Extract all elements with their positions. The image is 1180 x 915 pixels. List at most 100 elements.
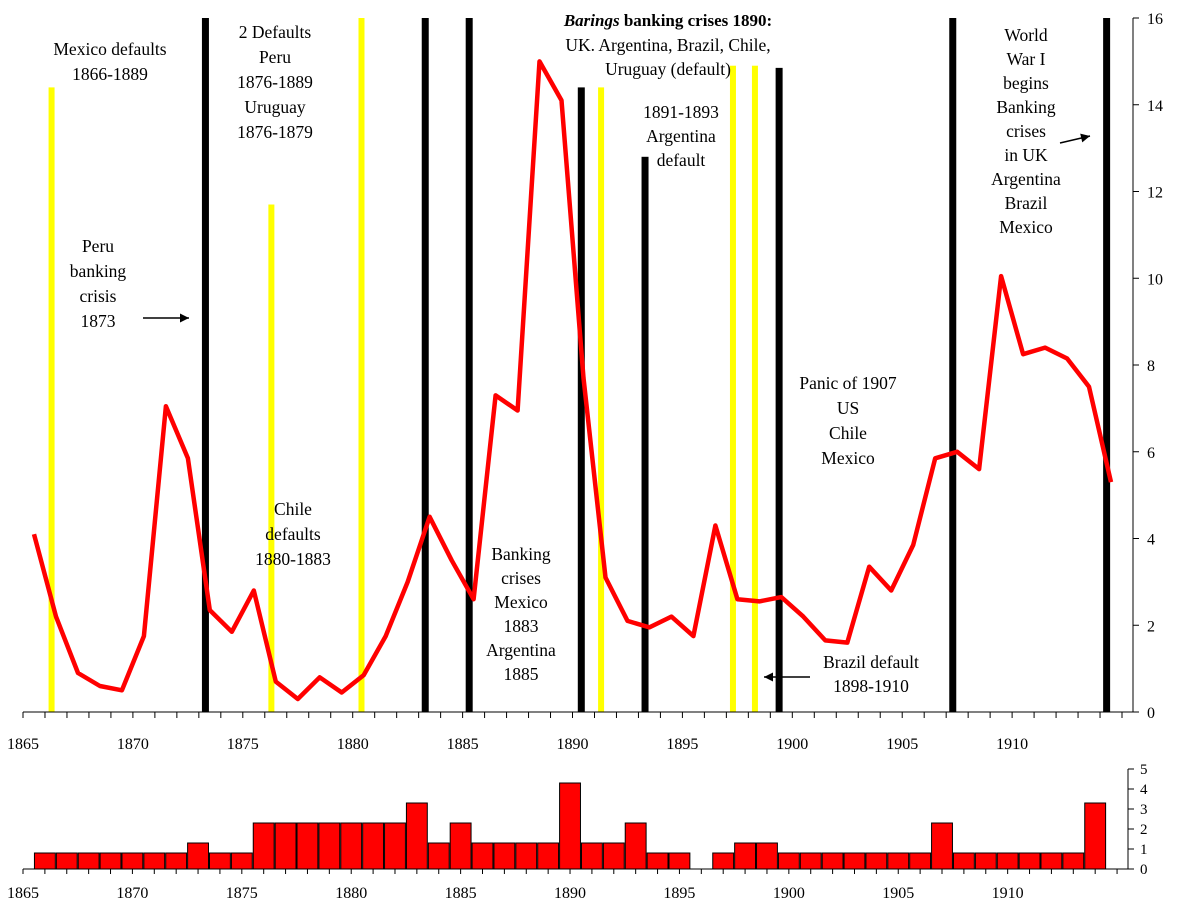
annotation-5: Barings banking crises 1890: UK. Argentin… bbox=[563, 11, 772, 79]
annotation-line: War I bbox=[1007, 49, 1046, 69]
annotation-line: US bbox=[837, 398, 859, 418]
count-bar bbox=[887, 852, 910, 870]
annotation-line: 1885 bbox=[504, 664, 539, 684]
black-event-bar-2 bbox=[465, 18, 473, 712]
bottom-x-tick-label: 1900 bbox=[773, 885, 805, 902]
count-bar bbox=[471, 842, 494, 870]
bottom-y-tick-label: 2 bbox=[1140, 822, 1148, 838]
annotation-line: Chile bbox=[274, 499, 312, 519]
count-bar bbox=[931, 822, 953, 870]
annotation-line: 1883 bbox=[504, 616, 539, 636]
annotation-line: Brazil default bbox=[823, 652, 919, 672]
top-y-tick-label: 14 bbox=[1147, 98, 1163, 115]
count-bar bbox=[77, 852, 100, 870]
black-event-bar-5 bbox=[775, 67, 783, 713]
yellow-event-bar-4 bbox=[729, 65, 736, 712]
top-x-tick-label: 1865 bbox=[7, 736, 39, 753]
top-y-tick-label: 10 bbox=[1147, 271, 1163, 288]
count-bar bbox=[646, 852, 669, 870]
annotation-line: Peru bbox=[82, 236, 114, 256]
annotation-line: default bbox=[657, 150, 706, 170]
count-bar bbox=[602, 842, 625, 870]
count-bar bbox=[274, 822, 297, 870]
annotation-line: Uruguay bbox=[244, 97, 305, 117]
count-bar bbox=[909, 852, 932, 870]
top-y-tick-label: 16 bbox=[1147, 11, 1163, 28]
count-bar bbox=[143, 852, 166, 870]
count-bar bbox=[165, 852, 188, 870]
count-bar bbox=[712, 852, 735, 870]
top-y-tick-label: 0 bbox=[1147, 705, 1155, 722]
annotation-3: Chile defaults 1880-1883 bbox=[255, 499, 331, 569]
count-bar bbox=[559, 782, 581, 870]
annotation-heading-italic: Barings bbox=[563, 11, 620, 30]
red-line-series bbox=[31, 59, 1114, 702]
annotation-0: Mexico defaults 1866-1889 bbox=[53, 39, 166, 84]
count-bar bbox=[252, 822, 275, 870]
count-bar bbox=[99, 852, 122, 870]
annotation-1: 2 Defaults Peru 1876-1889 Uruguay 1876-1879 bbox=[237, 22, 313, 142]
black-event-bar-7 bbox=[1103, 18, 1111, 712]
count-bar bbox=[384, 822, 406, 870]
count-bar bbox=[340, 822, 363, 870]
annotation-heading-bold: banking crises 1890: bbox=[620, 11, 773, 30]
annotation-6: 1891-1893 Argentina default bbox=[643, 102, 719, 170]
annotation-line: UK. Argentina, Brazil, Chile, bbox=[565, 35, 770, 55]
black-event-bar-4 bbox=[641, 156, 649, 713]
bottom-y-tick-label: 0 bbox=[1140, 862, 1148, 878]
count-bar bbox=[362, 822, 385, 870]
count-bar bbox=[405, 802, 428, 870]
bottom-x-tick-label: 1880 bbox=[335, 885, 367, 902]
count-bar bbox=[493, 842, 516, 870]
count-bar bbox=[821, 852, 844, 870]
bottom-y-tick-label: 1 bbox=[1140, 842, 1148, 858]
annotation-line: 1891-1893 bbox=[643, 102, 719, 122]
annotation-line: Mexico bbox=[821, 448, 875, 468]
top-y-tick-label: 6 bbox=[1147, 445, 1155, 462]
top-x-tick-label: 1875 bbox=[227, 736, 259, 753]
annotation-line: 1866-1889 bbox=[72, 64, 148, 84]
count-bar bbox=[449, 822, 472, 870]
bottom-x-tick-label: 1870 bbox=[116, 885, 148, 902]
annotation-line: Chile bbox=[829, 423, 867, 443]
count-bar bbox=[230, 852, 253, 870]
top-x-tick-label: 1880 bbox=[337, 736, 369, 753]
count-bar bbox=[843, 852, 866, 870]
bottom-x-tick-label: 1885 bbox=[445, 885, 477, 902]
count-bar bbox=[318, 822, 341, 870]
yellow-event-bar-5 bbox=[751, 65, 758, 712]
top-x-tick-label: 1905 bbox=[886, 736, 918, 753]
count-bar bbox=[1018, 852, 1041, 870]
black-event-bar-1 bbox=[421, 18, 429, 712]
count-bar bbox=[296, 822, 319, 870]
annotation-line: defaults bbox=[265, 524, 321, 544]
annotation-line: begins bbox=[1003, 73, 1049, 93]
top-x-tick-label: 1885 bbox=[447, 736, 479, 753]
count-bar bbox=[668, 852, 691, 870]
count-bar bbox=[1062, 852, 1085, 870]
count-bar bbox=[187, 842, 209, 870]
annotation-line: Brazil bbox=[1005, 193, 1048, 213]
top-x-tick-label: 1900 bbox=[776, 736, 808, 753]
count-bar bbox=[756, 842, 778, 870]
annotation-line: crises bbox=[501, 568, 541, 588]
count-bar bbox=[734, 842, 757, 870]
count-bar bbox=[974, 852, 997, 870]
annotation-4: Banking crises Mexico 1883 Argentina 1885 bbox=[486, 544, 556, 684]
bottom-x-tick-label: 1865 bbox=[7, 885, 39, 902]
annotation-line: banking bbox=[70, 261, 127, 281]
top-y-tick-label: 12 bbox=[1147, 185, 1163, 202]
count-bar bbox=[777, 852, 800, 870]
count-bar bbox=[996, 852, 1019, 870]
annotation-heading: Barings banking crises 1890: bbox=[563, 11, 772, 30]
annotation-line: Banking bbox=[491, 544, 551, 564]
count-bar bbox=[121, 852, 144, 870]
count-bar bbox=[1084, 802, 1107, 870]
yellow-event-bar-1 bbox=[268, 204, 275, 712]
black-event-bar-3 bbox=[577, 87, 585, 712]
count-bar bbox=[537, 842, 560, 870]
black-event-bar-0 bbox=[201, 18, 209, 712]
bottom-x-tick-label: 1875 bbox=[226, 885, 258, 902]
brazil-arrow-head bbox=[764, 672, 773, 682]
annotation-line: 1876-1889 bbox=[237, 72, 313, 92]
